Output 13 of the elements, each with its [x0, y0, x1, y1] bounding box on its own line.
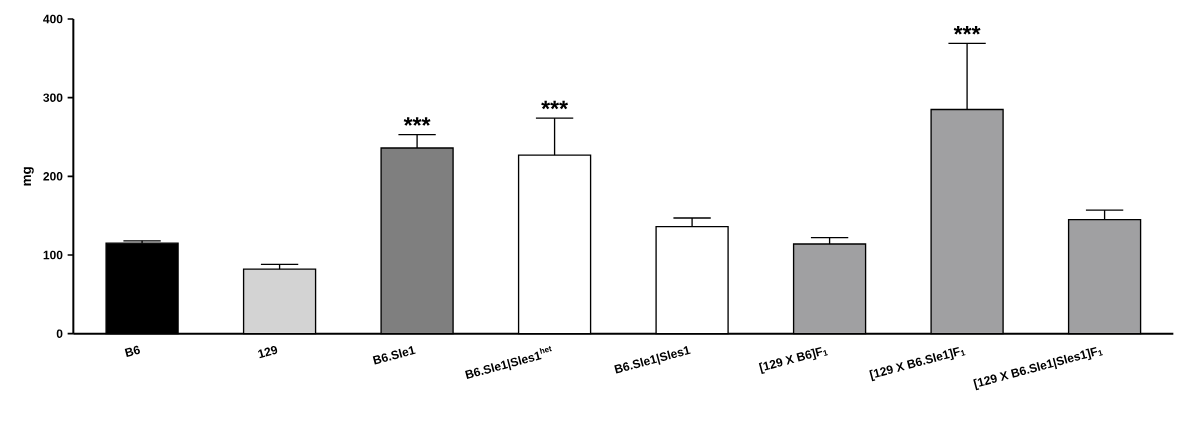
- y-tick-label: 100: [43, 250, 63, 260]
- y-tick-label: 300: [43, 93, 63, 102]
- x-tick-label: B6: [124, 345, 140, 357]
- annotation: ***: [953, 25, 981, 35]
- y-axis-title: mg: [23, 167, 34, 186]
- x-tick-label: [129 X B6]F$_{1}$: [758, 346, 828, 374]
- y-tick-label: 200: [43, 172, 63, 181]
- annotation: ***: [403, 117, 431, 126]
- x-tick-label: B6.Sle1: [372, 346, 416, 365]
- y-tick-label: 0: [56, 329, 63, 338]
- annotation: ***: [541, 100, 569, 110]
- y-tick-label: 400: [43, 14, 63, 24]
- x-tick-label: 129: [258, 345, 278, 359]
